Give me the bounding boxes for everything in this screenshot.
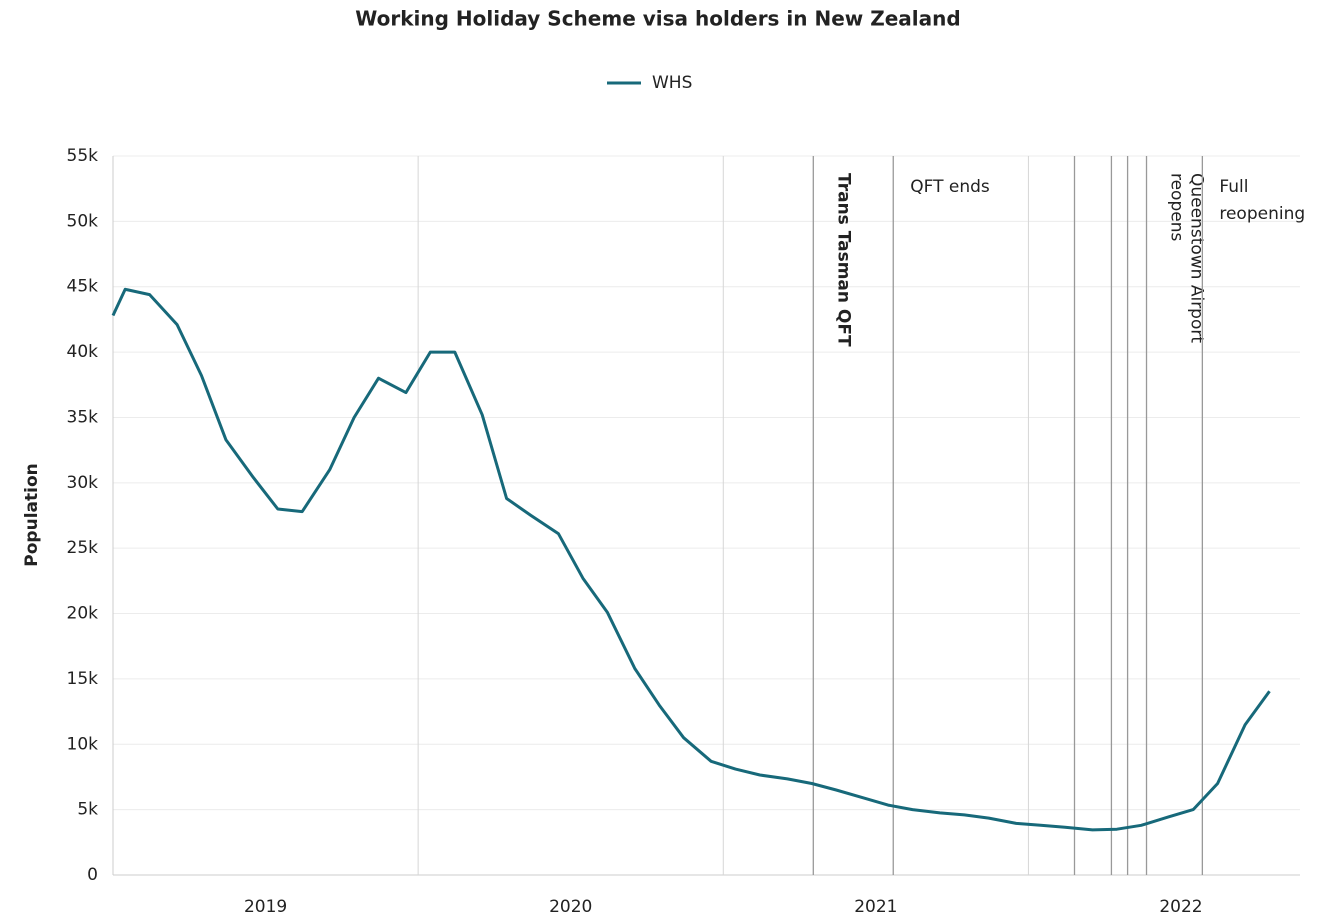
y-tick-label: 45k	[67, 277, 99, 297]
x-tick-label: 2022	[1159, 897, 1202, 917]
y-tick-label: 20k	[67, 604, 99, 624]
legend-label: WHS	[652, 73, 692, 93]
chart-title: Working Holiday Scheme visa holders in N…	[355, 7, 960, 31]
annotation-label: reopening	[1219, 204, 1305, 224]
y-tick-label: 55k	[67, 146, 99, 166]
annotation-label: QFT ends	[910, 177, 990, 197]
y-tick-label: 50k	[67, 211, 99, 231]
y-tick-label: 25k	[67, 538, 99, 558]
x-tick-label: 2020	[549, 897, 592, 917]
annotation-label: Full	[1219, 177, 1248, 197]
annotation-label: Trans Tasman QFT	[833, 173, 853, 347]
y-tick-label: 5k	[77, 800, 98, 820]
x-tick-label: 2021	[854, 897, 897, 917]
y-tick-label: 30k	[67, 473, 99, 493]
x-tick-label: 2019	[244, 897, 287, 917]
y-tick-label: 35k	[67, 407, 99, 427]
data-line	[111, 287, 1271, 832]
annotation-label: reopens	[1167, 173, 1187, 242]
y-tick-label: 0	[87, 865, 98, 885]
y-tick-label: 40k	[67, 342, 99, 362]
y-tick-label: 15k	[67, 669, 99, 689]
y-axis-label: Population	[22, 463, 42, 566]
y-tick-label: 10k	[67, 734, 99, 754]
annotation-label: Queenstown Airport	[1187, 173, 1207, 343]
